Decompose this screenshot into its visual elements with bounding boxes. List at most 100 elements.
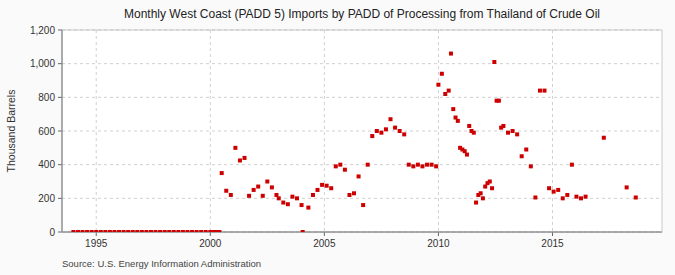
- y-axis-label: Thousand Barrels: [5, 90, 17, 173]
- point: [295, 196, 299, 200]
- x-tick: [324, 232, 325, 236]
- point: [584, 195, 588, 199]
- point: [407, 163, 411, 167]
- point: [301, 230, 305, 232]
- x-tick-label: 2015: [541, 238, 564, 249]
- grid-line: [438, 30, 439, 232]
- point: [149, 230, 153, 232]
- point: [434, 164, 438, 168]
- point: [233, 146, 237, 150]
- point: [286, 202, 290, 206]
- point: [71, 230, 75, 232]
- point: [81, 230, 85, 232]
- point: [261, 194, 265, 198]
- point: [543, 89, 547, 93]
- plot-frame: [62, 30, 662, 232]
- point: [252, 188, 256, 192]
- point: [135, 230, 139, 232]
- point: [366, 163, 370, 167]
- point: [334, 164, 338, 168]
- y-tick-label: 0: [49, 227, 55, 238]
- point: [552, 190, 556, 194]
- point: [565, 193, 569, 197]
- point: [529, 164, 533, 168]
- point: [224, 189, 228, 193]
- x-tick: [552, 232, 553, 236]
- y-tick-label: 800: [38, 92, 55, 103]
- point: [185, 230, 189, 232]
- point: [440, 72, 444, 76]
- point: [316, 188, 320, 192]
- point: [625, 185, 629, 189]
- point: [243, 156, 247, 160]
- point: [347, 193, 351, 197]
- y-tick-label: 1,000: [30, 58, 55, 69]
- point: [515, 132, 519, 136]
- point: [501, 124, 505, 128]
- point: [277, 196, 281, 200]
- point: [85, 230, 89, 232]
- point: [547, 186, 551, 190]
- grid-line: [62, 63, 662, 64]
- point: [506, 131, 510, 135]
- point: [103, 230, 107, 232]
- point: [352, 191, 356, 195]
- point: [290, 195, 294, 199]
- point: [361, 203, 365, 207]
- y-tick: [58, 131, 62, 132]
- grid-line: [62, 198, 662, 199]
- point: [561, 196, 565, 200]
- point: [430, 163, 434, 167]
- title: Monthly West Coast (PADD 5) Imports by P…: [124, 7, 600, 21]
- point: [140, 230, 144, 232]
- point: [167, 230, 171, 232]
- point: [190, 230, 194, 232]
- point: [329, 186, 333, 190]
- grid-line: [62, 97, 662, 98]
- y-tick-label: 400: [38, 159, 55, 170]
- grid: [62, 30, 662, 232]
- point: [320, 183, 324, 187]
- point: [99, 230, 103, 232]
- point: [479, 191, 483, 195]
- point: [492, 60, 496, 64]
- point: [144, 230, 148, 232]
- point: [420, 164, 424, 168]
- point: [524, 148, 528, 152]
- point: [474, 201, 478, 205]
- point: [195, 230, 199, 232]
- y-tick-label: 1,200: [30, 25, 55, 36]
- grid-line: [96, 30, 97, 232]
- point: [181, 230, 185, 232]
- point: [451, 107, 455, 111]
- point: [117, 230, 121, 232]
- point: [520, 154, 524, 158]
- point: [370, 134, 374, 138]
- x-tick-label: 2000: [199, 238, 222, 249]
- x-tick-label: 2010: [427, 238, 450, 249]
- point: [238, 158, 242, 162]
- point: [256, 185, 260, 189]
- y-tick: [58, 198, 62, 199]
- point: [325, 184, 329, 188]
- point: [270, 185, 274, 189]
- chart: 02004006008001,0001,20019952000200520102…: [0, 0, 675, 275]
- point: [343, 168, 347, 172]
- point: [357, 174, 361, 178]
- point: [375, 129, 379, 133]
- point: [217, 230, 221, 232]
- axes: 02004006008001,0001,20019952000200520102…: [30, 25, 662, 250]
- point: [108, 230, 112, 232]
- y-tick-label: 200: [38, 193, 55, 204]
- point: [511, 129, 515, 133]
- grid-line: [324, 30, 325, 232]
- point: [158, 230, 162, 232]
- point: [488, 180, 492, 184]
- point: [311, 193, 315, 197]
- point: [602, 136, 606, 140]
- point: [490, 186, 494, 190]
- x-tick-label: 2005: [313, 238, 336, 249]
- point: [265, 180, 269, 184]
- point: [163, 230, 167, 232]
- point: [411, 164, 415, 168]
